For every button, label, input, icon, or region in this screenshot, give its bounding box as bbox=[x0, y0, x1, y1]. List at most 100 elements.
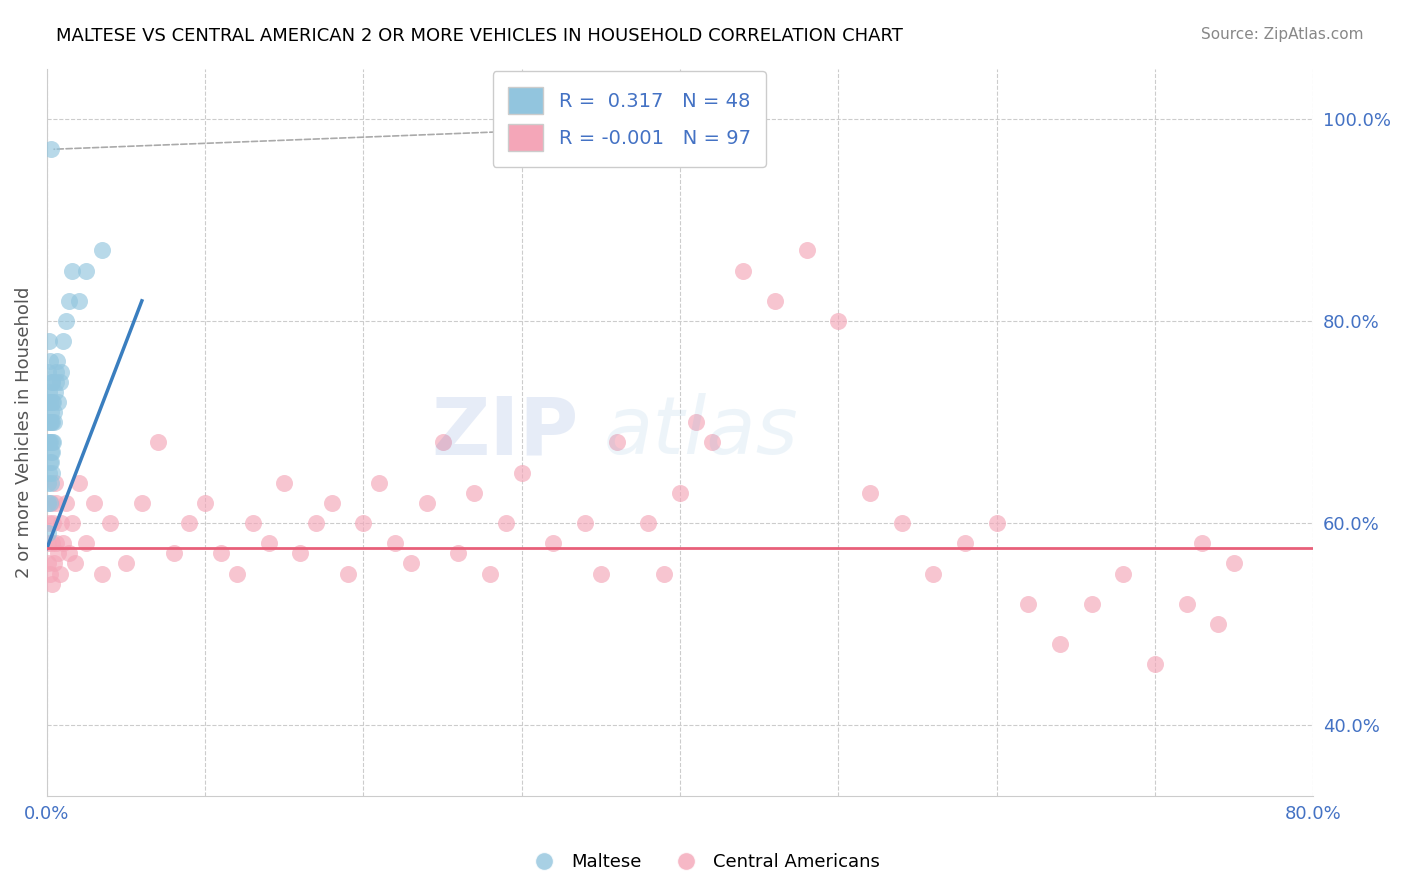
Point bbox=[1206, 617, 1229, 632]
Point bbox=[42, 435, 65, 450]
Point bbox=[38, 394, 60, 409]
Point bbox=[606, 435, 628, 450]
Point bbox=[60, 263, 83, 277]
Point bbox=[37, 557, 59, 571]
Point bbox=[42, 557, 65, 571]
Point bbox=[41, 375, 63, 389]
Point bbox=[45, 375, 67, 389]
Point bbox=[42, 405, 65, 419]
Point bbox=[37, 536, 59, 550]
Point bbox=[495, 516, 517, 530]
Text: ZIP: ZIP bbox=[432, 393, 579, 471]
Point bbox=[39, 415, 62, 429]
Point bbox=[41, 576, 63, 591]
Point bbox=[257, 536, 280, 550]
Point bbox=[41, 466, 63, 480]
Point bbox=[42, 415, 65, 429]
Point bbox=[305, 516, 328, 530]
Point bbox=[60, 516, 83, 530]
Point bbox=[336, 566, 359, 581]
Point bbox=[39, 496, 62, 510]
Point bbox=[38, 354, 60, 368]
Point bbox=[225, 566, 247, 581]
Point bbox=[37, 475, 59, 490]
Text: Source: ZipAtlas.com: Source: ZipAtlas.com bbox=[1201, 27, 1364, 42]
Point bbox=[463, 485, 485, 500]
Point bbox=[1112, 566, 1135, 581]
Point bbox=[39, 445, 62, 459]
Point bbox=[41, 415, 63, 429]
Point bbox=[52, 536, 75, 550]
Point bbox=[41, 536, 63, 550]
Point bbox=[48, 566, 70, 581]
Point bbox=[39, 455, 62, 469]
Point bbox=[38, 435, 60, 450]
Text: MALTESE VS CENTRAL AMERICAN 2 OR MORE VEHICLES IN HOUSEHOLD CORRELATION CHART: MALTESE VS CENTRAL AMERICAN 2 OR MORE VE… bbox=[56, 27, 903, 45]
Point bbox=[38, 384, 60, 399]
Point bbox=[922, 566, 945, 581]
Point bbox=[37, 415, 59, 429]
Point bbox=[353, 516, 375, 530]
Point bbox=[39, 475, 62, 490]
Point bbox=[1080, 597, 1102, 611]
Point bbox=[38, 516, 60, 530]
Point bbox=[41, 435, 63, 450]
Point bbox=[447, 546, 470, 560]
Point bbox=[288, 546, 311, 560]
Point bbox=[75, 536, 97, 550]
Point bbox=[700, 435, 723, 450]
Point bbox=[510, 466, 533, 480]
Point bbox=[986, 516, 1008, 530]
Point bbox=[179, 516, 201, 530]
Point bbox=[38, 466, 60, 480]
Y-axis label: 2 or more Vehicles in Household: 2 or more Vehicles in Household bbox=[15, 286, 32, 578]
Point bbox=[46, 546, 69, 560]
Point bbox=[91, 244, 114, 258]
Point bbox=[67, 475, 90, 490]
Point bbox=[42, 516, 65, 530]
Point bbox=[91, 566, 114, 581]
Point bbox=[55, 496, 77, 510]
Point bbox=[652, 566, 675, 581]
Point bbox=[65, 557, 87, 571]
Point bbox=[432, 435, 454, 450]
Point bbox=[41, 394, 63, 409]
Point bbox=[796, 244, 818, 258]
Point bbox=[37, 365, 59, 379]
Point bbox=[194, 496, 217, 510]
Point bbox=[384, 536, 406, 550]
Point bbox=[39, 435, 62, 450]
Point bbox=[37, 394, 59, 409]
Point bbox=[1175, 597, 1198, 611]
Point bbox=[98, 516, 121, 530]
Point bbox=[46, 394, 69, 409]
Point bbox=[48, 375, 70, 389]
Point bbox=[685, 415, 707, 429]
Point bbox=[399, 557, 422, 571]
Point bbox=[273, 475, 295, 490]
Point bbox=[37, 526, 59, 541]
Point bbox=[49, 365, 72, 379]
Point bbox=[45, 496, 67, 510]
Point bbox=[67, 293, 90, 308]
Point bbox=[39, 566, 62, 581]
Point bbox=[44, 475, 66, 490]
Point bbox=[953, 536, 976, 550]
Point bbox=[890, 516, 912, 530]
Point bbox=[58, 293, 80, 308]
Point bbox=[827, 314, 849, 328]
Point bbox=[46, 354, 69, 368]
Point bbox=[58, 546, 80, 560]
Point bbox=[75, 263, 97, 277]
Point bbox=[763, 293, 786, 308]
Point bbox=[637, 516, 659, 530]
Point bbox=[37, 496, 59, 510]
Point bbox=[41, 415, 63, 429]
Point bbox=[1143, 657, 1166, 672]
Point bbox=[859, 485, 882, 500]
Point bbox=[39, 405, 62, 419]
Point bbox=[479, 566, 502, 581]
Point bbox=[41, 142, 63, 156]
Legend: R =  0.317   N = 48, R = -0.001   N = 97: R = 0.317 N = 48, R = -0.001 N = 97 bbox=[492, 71, 766, 167]
Point bbox=[49, 516, 72, 530]
